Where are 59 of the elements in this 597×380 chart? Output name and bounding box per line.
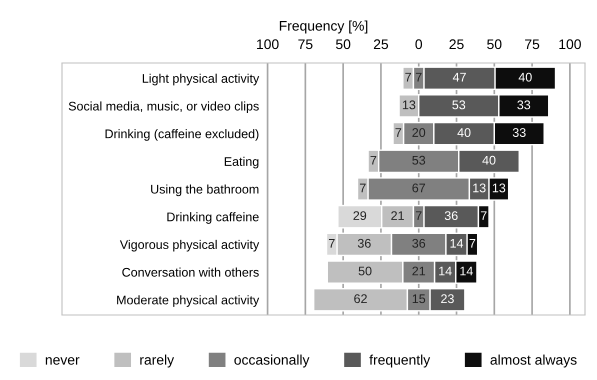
data-label: 36 [444, 211, 458, 220]
data-label: 67 [412, 184, 426, 192]
data-label: 33 [512, 128, 526, 137]
data-label: 7 [370, 156, 376, 165]
y-tick-label: Eating [224, 156, 258, 168]
data-label: 7 [328, 239, 335, 248]
data-label: 21 [412, 266, 426, 276]
data-label: 36 [412, 238, 426, 248]
data-label: 33 [517, 100, 530, 110]
data-label: 7 [470, 239, 476, 248]
data-label: 13 [402, 100, 416, 110]
y-tick-label: Conversation with others [122, 268, 259, 277]
x-tick-label: 100 [257, 39, 279, 50]
data-label: 40 [482, 156, 496, 165]
data-label: 7 [405, 72, 411, 82]
data-label: 15 [412, 294, 426, 304]
x-tick-label: 50 [336, 39, 350, 50]
data-label: 14 [460, 266, 473, 276]
data-label: 62 [354, 294, 367, 304]
x-tick-label: 100 [559, 39, 581, 50]
data-label: 20 [412, 128, 426, 137]
x-tick-label: 75 [298, 39, 313, 50]
data-label: 29 [353, 211, 366, 220]
data-label: 7 [395, 128, 402, 137]
data-label: 7 [416, 72, 422, 82]
y-tick-label: Drinking caffeine [167, 212, 259, 224]
y-tick-label: Vigorous physical activity [120, 240, 260, 252]
y-tick-label: Social media, music, or video clips [68, 101, 259, 114]
legend-label: almost always [490, 354, 577, 368]
x-tick-label: 25 [449, 39, 464, 50]
x-tick-label: 75 [525, 39, 540, 50]
data-label: 13 [473, 184, 486, 192]
data-label: 14 [439, 266, 452, 276]
y-tick-label: Drinking (caffeine excluded) [106, 129, 258, 141]
y-tick-label: Light physical activity [142, 74, 260, 86]
legend-label: rarely [140, 354, 174, 368]
x-tick-label: 25 [374, 39, 388, 50]
data-label: 14 [450, 239, 464, 248]
legend-label: frequently [369, 354, 430, 368]
legend-label: occasionally [234, 354, 310, 368]
x-axis-title: Frequency [%] [280, 20, 368, 34]
data-label: 7 [360, 184, 366, 192]
x-tick-label: 0 [415, 39, 422, 50]
data-label: 13 [492, 184, 506, 192]
data-label: 7 [480, 211, 487, 220]
data-label: 50 [358, 266, 372, 276]
data-label: 53 [412, 156, 426, 165]
data-label: 47 [452, 72, 466, 82]
data-label: 40 [518, 72, 532, 82]
y-tick-label: Using the bathroom [151, 184, 258, 196]
data-label: 36 [358, 238, 371, 248]
y-tick-label: Moderate physical activity [117, 295, 260, 307]
data-label: 40 [457, 128, 471, 137]
data-label: 7 [416, 211, 422, 220]
data-label: 21 [391, 211, 404, 220]
data-label: 23 [441, 294, 454, 304]
data-label: 53 [452, 100, 466, 110]
x-tick-label: 50 [487, 39, 502, 50]
legend-label: never [46, 357, 80, 365]
